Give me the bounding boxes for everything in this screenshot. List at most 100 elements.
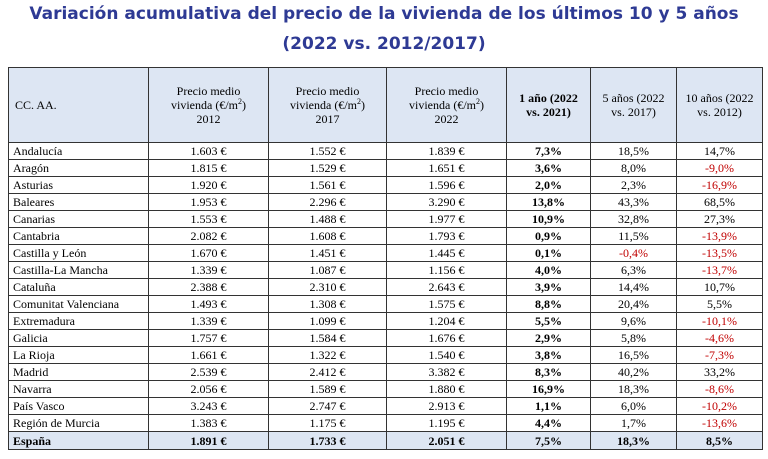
cell-change-10y: 8,5% bbox=[676, 431, 763, 450]
cell-price-2022: 2.643 € bbox=[386, 278, 507, 296]
cell-price-2017: 1.087 € bbox=[268, 261, 387, 279]
cell-change-5y: 8,0% bbox=[590, 159, 677, 177]
cell-price-2017: 2.310 € bbox=[268, 278, 387, 296]
cell-change-1y: 3,8% bbox=[506, 346, 591, 364]
cell-change-1y: 7,5% bbox=[506, 431, 591, 450]
table-row: Navarra 2.056 €1.589 €1.880 €16,9% 18,3% -8… bbox=[8, 380, 763, 398]
cell-price-2022: 1.880 € bbox=[386, 380, 507, 398]
cell-price-2022: 3.290 € bbox=[386, 193, 507, 211]
table-row: Región de Murcia 1.383 €1.175 €1.195 €4,4… bbox=[8, 414, 763, 432]
cell-region: Extremadura bbox=[8, 312, 149, 330]
cell-region: Asturias bbox=[8, 176, 149, 194]
cell-region: Galicia bbox=[8, 329, 149, 347]
cell-price-2017: 1.322 € bbox=[268, 346, 387, 364]
cell-price-2012: 1.670 € bbox=[148, 244, 269, 262]
cell-change-1y: 3,6% bbox=[506, 159, 591, 177]
cell-change-5y: 40,2% bbox=[590, 363, 677, 381]
cell-price-2017: 1.175 € bbox=[268, 414, 387, 432]
cell-price-2017: 1.552 € bbox=[268, 142, 387, 160]
cell-price-2012: 1.383 € bbox=[148, 414, 269, 432]
cell-region: Cantabria bbox=[8, 227, 149, 245]
cell-price-2022: 1.195 € bbox=[386, 414, 507, 432]
cell-price-2022: 1.596 € bbox=[386, 176, 507, 194]
cell-change-5y: 14,4% bbox=[590, 278, 677, 296]
cell-price-2012: 1.757 € bbox=[148, 329, 269, 347]
table-row: Extremadura 1.339 €1.099 €1.204 €5,5% 9,6%… bbox=[8, 312, 763, 330]
cell-change-1y: 2,9% bbox=[506, 329, 591, 347]
cell-change-1y: 5,5% bbox=[506, 312, 591, 330]
cell-price-2012: 1.953 € bbox=[148, 193, 269, 211]
cell-price-2022: 1.839 € bbox=[386, 142, 507, 160]
cell-change-5y: 18,3% bbox=[590, 380, 677, 398]
table-row: Canarias 1.553 €1.488 €1.977 €10,9% 32,8% 2… bbox=[8, 210, 763, 228]
cell-region: Navarra bbox=[8, 380, 149, 398]
price-table: CC. AA. Precio medio vivienda (€/m2) 2012 … bbox=[8, 67, 763, 450]
cell-region: Castilla y León bbox=[8, 244, 149, 262]
cell-change-5y: 16,5% bbox=[590, 346, 677, 364]
cell-price-2012: 1.603 € bbox=[148, 142, 269, 160]
cell-price-2022: 1.793 € bbox=[386, 227, 507, 245]
cell-change-10y: 5,5% bbox=[676, 295, 763, 313]
cell-region: Castilla-La Mancha bbox=[8, 261, 149, 279]
cell-change-1y: 4,0% bbox=[506, 261, 591, 279]
cell-change-5y: 32,8% bbox=[590, 210, 677, 228]
cell-change-1y: 2,0% bbox=[506, 176, 591, 194]
table-row: Castilla-La Mancha 1.339 €1.087 €1.156 €4… bbox=[8, 261, 763, 279]
header-price-2022: Precio medio vivienda (€/m2) 2022 bbox=[386, 67, 507, 143]
cell-change-5y: 6,3% bbox=[590, 261, 677, 279]
cell-price-2017: 2.747 € bbox=[268, 397, 387, 415]
cell-region: Cataluña bbox=[8, 278, 149, 296]
cell-region: Región de Murcia bbox=[8, 414, 149, 432]
cell-region: La Rioja bbox=[8, 346, 149, 364]
cell-price-2022: 1.676 € bbox=[386, 329, 507, 347]
cell-price-2012: 3.243 € bbox=[148, 397, 269, 415]
cell-region: Aragón bbox=[8, 159, 149, 177]
cell-region: País Vasco bbox=[8, 397, 149, 415]
cell-price-2022: 1.445 € bbox=[386, 244, 507, 262]
table-row: La Rioja 1.661 €1.322 €1.540 €3,8% 16,5% -7… bbox=[8, 346, 763, 364]
cell-price-2022: 1.204 € bbox=[386, 312, 507, 330]
cell-region: España bbox=[8, 431, 149, 450]
cell-region: Canarias bbox=[8, 210, 149, 228]
cell-region: Andalucía bbox=[8, 142, 149, 160]
cell-change-5y: 6,0% bbox=[590, 397, 677, 415]
cell-change-10y: -13,9% bbox=[676, 227, 763, 245]
cell-change-1y: 0,9% bbox=[506, 227, 591, 245]
cell-change-1y: 13,8% bbox=[506, 193, 591, 211]
cell-change-1y: 10,9% bbox=[506, 210, 591, 228]
table-row: Castilla y León 1.670 €1.451 €1.445 €0,1%… bbox=[8, 244, 763, 262]
cell-price-2017: 1.488 € bbox=[268, 210, 387, 228]
cell-price-2022: 2.051 € bbox=[386, 431, 507, 450]
cell-price-2022: 1.575 € bbox=[386, 295, 507, 313]
table-row: Cantabria 2.082 €1.608 €1.793 €0,9% 11,5% -… bbox=[8, 227, 763, 245]
cell-price-2022: 1.977 € bbox=[386, 210, 507, 228]
cell-price-2022: 1.540 € bbox=[386, 346, 507, 364]
cell-price-2022: 3.382 € bbox=[386, 363, 507, 381]
header-price-2012: Precio medio vivienda (€/m2) 2012 bbox=[148, 67, 269, 143]
cell-price-2012: 1.339 € bbox=[148, 261, 269, 279]
cell-price-2012: 2.082 € bbox=[148, 227, 269, 245]
table-row: Cataluña 2.388 €2.310 €2.643 €3,9% 14,4% 10… bbox=[8, 278, 763, 296]
cell-change-10y: -16,9% bbox=[676, 176, 763, 194]
table-row: Baleares 1.953 €2.296 €3.290 €13,8% 43,3% 6… bbox=[8, 193, 763, 211]
cell-price-2017: 1.308 € bbox=[268, 295, 387, 313]
table-row: Aragón 1.815 €1.529 €1.651 €3,6% 8,0% -9,0% bbox=[8, 159, 763, 177]
table-row: Madrid 2.539 €2.412 €3.382 €8,3% 40,2% 33,2… bbox=[8, 363, 763, 381]
cell-change-10y: 10,7% bbox=[676, 278, 763, 296]
cell-change-10y: 33,2% bbox=[676, 363, 763, 381]
cell-region: Madrid bbox=[8, 363, 149, 381]
cell-change-1y: 8,3% bbox=[506, 363, 591, 381]
cell-region: Comunitat Valenciana bbox=[8, 295, 149, 313]
cell-region: Baleares bbox=[8, 193, 149, 211]
cell-price-2017: 1.589 € bbox=[268, 380, 387, 398]
cell-price-2017: 1.584 € bbox=[268, 329, 387, 347]
cell-change-5y: 9,6% bbox=[590, 312, 677, 330]
page-title: Variación acumulativa del precio de la v… bbox=[29, 4, 739, 24]
cell-price-2012: 1.493 € bbox=[148, 295, 269, 313]
cell-change-1y: 3,9% bbox=[506, 278, 591, 296]
cell-change-10y: -13,6% bbox=[676, 414, 763, 432]
cell-change-10y: -13,5% bbox=[676, 244, 763, 262]
cell-change-5y: 1,7% bbox=[590, 414, 677, 432]
cell-price-2012: 1.339 € bbox=[148, 312, 269, 330]
cell-change-10y: 27,3% bbox=[676, 210, 763, 228]
